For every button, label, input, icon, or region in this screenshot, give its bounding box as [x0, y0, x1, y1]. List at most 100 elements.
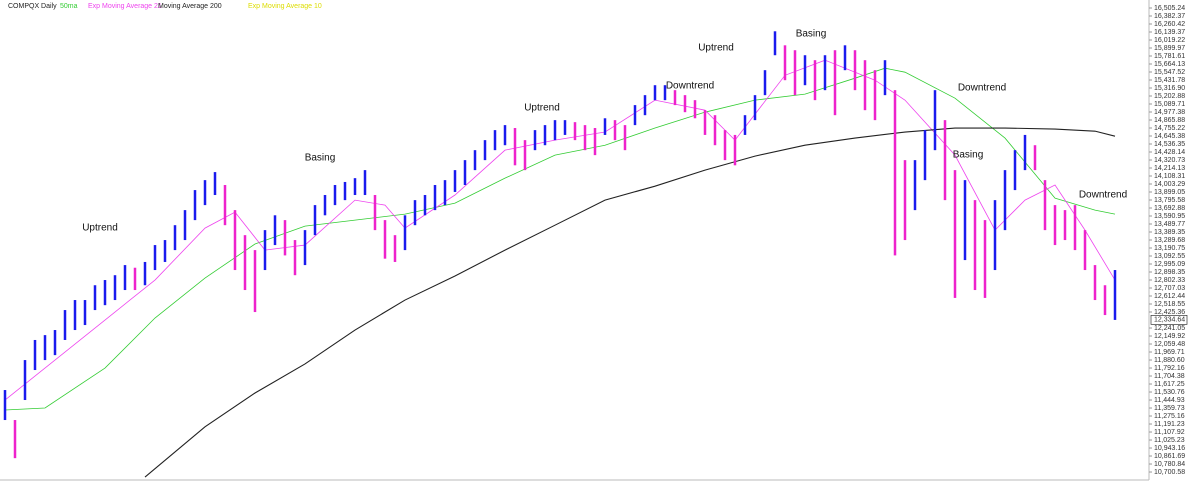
price-bar: [293, 240, 297, 276]
y-tick-label: 13,692.88: [1154, 205, 1185, 212]
price-bar: [993, 200, 997, 271]
price-bar: [483, 140, 487, 161]
y-tick-label: 14,320.73: [1154, 157, 1185, 164]
price-bar: [1073, 205, 1077, 251]
annotation: Downtrend: [666, 81, 714, 92]
y-tick-label: 10,861.69: [1154, 453, 1185, 460]
y-tick-label: 15,899.97: [1154, 45, 1185, 52]
price-bar: [773, 31, 777, 56]
y-tick-label: 14,645.38: [1154, 133, 1185, 140]
y-tick-label: 15,664.13: [1154, 61, 1185, 68]
y-tick-label: 16,139.37: [1154, 29, 1185, 36]
price-bar: [1043, 180, 1047, 231]
price-bar: [393, 235, 397, 262]
price-bar: [643, 95, 647, 116]
y-tick-label: 10,700.58: [1154, 469, 1185, 476]
y-tick-label: 11,792.16: [1154, 365, 1185, 372]
price-bar: [1023, 134, 1027, 171]
y-tick-label: 13,092.55: [1154, 253, 1185, 260]
price-bar: [313, 205, 317, 236]
y-tick-label: 12,898.35: [1154, 269, 1185, 276]
y-tick-label: 11,704.38: [1154, 373, 1185, 380]
y-tick-label: 11,191.23: [1154, 421, 1185, 428]
y-tick-label: 14,428.14: [1154, 149, 1185, 156]
price-bar: [383, 220, 387, 259]
price-bar: [413, 200, 417, 226]
y-tick-label: 16,019.22: [1154, 37, 1185, 44]
price-bar: [623, 125, 627, 151]
price-bar: [283, 220, 287, 256]
price-bar: [843, 45, 847, 71]
price-bar: [923, 130, 927, 181]
price-bar: [103, 280, 107, 306]
y-tick-label: 12,612.44: [1154, 293, 1185, 300]
y-tick-label: 13,489.77: [1154, 221, 1185, 228]
y-tick-label: 15,781.61: [1154, 53, 1185, 60]
price-bar: [1013, 150, 1017, 191]
price-bar: [603, 118, 607, 135]
y-tick-label: 15,089.71: [1154, 101, 1185, 108]
header-study: Exp Moving Average 21: [88, 3, 162, 10]
y-tick-label: 14,865.88: [1154, 117, 1185, 124]
price-bar: [243, 235, 247, 291]
price-bar: [583, 125, 587, 151]
y-tick-label: 15,316.90: [1154, 85, 1185, 92]
y-tick-label: 14,755.22: [1154, 125, 1185, 132]
y-tick-label: 13,389.35: [1154, 229, 1185, 236]
price-bar: [403, 215, 407, 251]
moving-average-line: [4, 67, 1116, 411]
price-bar: [973, 200, 977, 291]
price-bar: [373, 195, 377, 231]
y-tick-label: 12,518.55: [1154, 301, 1185, 308]
price-bar: [763, 70, 767, 96]
price-bar: [733, 134, 737, 166]
price-bar: [933, 90, 937, 151]
price-bar: [83, 300, 87, 326]
price-bar: [663, 85, 667, 101]
price-bar: [363, 170, 367, 196]
y-tick-label: 15,431.78: [1154, 77, 1185, 84]
price-bar: [1003, 170, 1007, 231]
y-tick-label: 12,059.48: [1154, 341, 1185, 348]
price-bar: [883, 60, 887, 96]
price-bar: [873, 70, 877, 121]
price-bar: [903, 160, 907, 241]
price-bar: [563, 120, 567, 135]
price-bar: [913, 160, 917, 211]
price-bar: [1033, 145, 1037, 171]
price-bar: [353, 178, 357, 196]
price-bar: [3, 390, 7, 421]
price-bar: [303, 230, 307, 266]
price-bar: [423, 195, 427, 216]
y-tick-label: 16,260.42: [1154, 21, 1185, 28]
price-bar: [153, 245, 157, 271]
price-bar: [593, 128, 597, 156]
y-tick-label: 14,214.13: [1154, 165, 1185, 172]
annotation: Basing: [305, 153, 336, 164]
y-tick-label: 13,899.05: [1154, 189, 1185, 196]
y-tick-label: 11,969.71: [1154, 349, 1185, 356]
y-tick-label: 12,241.05: [1154, 325, 1185, 332]
price-bar: [143, 261, 147, 286]
price-bar: [863, 60, 867, 111]
y-tick-label: 12,707.03: [1154, 285, 1185, 292]
price-bar: [683, 95, 687, 113]
y-tick-label: 16,505.24: [1154, 5, 1185, 12]
price-bar: [1103, 285, 1107, 316]
price-bar: [1063, 210, 1067, 241]
price-bar: [1093, 265, 1097, 301]
annotation: Uptrend: [698, 43, 734, 54]
price-bar: [533, 130, 537, 151]
y-tick-label: 13,590.95: [1154, 213, 1185, 220]
moving-average-line: [4, 59, 1116, 401]
y-tick-label: 14,003.29: [1154, 181, 1185, 188]
last-price-label: 12,334.64: [1154, 317, 1185, 324]
price-bar: [693, 100, 697, 119]
price-bar: [43, 335, 47, 361]
header-study: 50ma: [60, 3, 78, 10]
price-bar: [443, 180, 447, 206]
price-bar: [323, 195, 327, 216]
price-bar: [893, 90, 897, 256]
y-tick-label: 11,880.60: [1154, 357, 1185, 364]
price-bar: [263, 230, 267, 271]
